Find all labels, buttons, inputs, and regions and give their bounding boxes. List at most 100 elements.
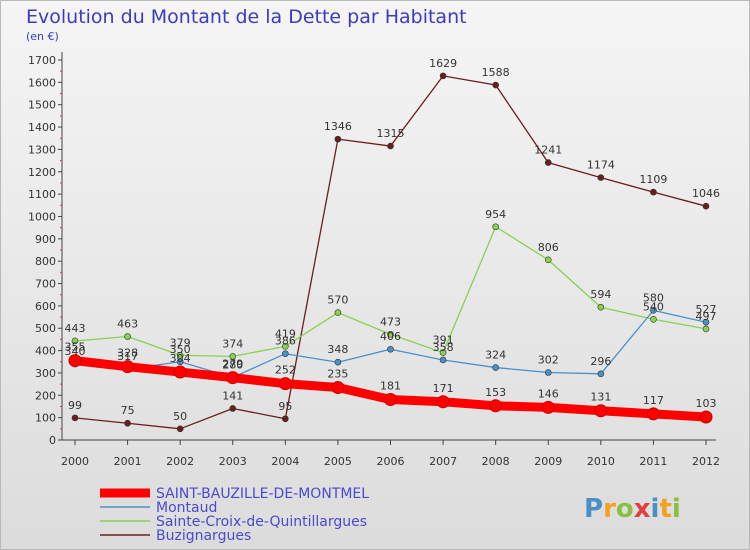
data-label: 1315 (377, 127, 405, 140)
data-label: 406 (380, 330, 401, 343)
data-point (597, 303, 605, 311)
data-labels: 99 75 50 141 95 1346 1315 1629 1588 1241 1174 1109 1… (65, 57, 721, 423)
legend: SAINT-BAUZILLE-DE-MONTMELMontaudSainte-C… (100, 486, 369, 544)
series-layer (68, 72, 713, 433)
x-tick-label: 2000 (61, 455, 89, 468)
y-tick-label: 1300 (28, 143, 56, 156)
y-tick-label: 800 (35, 255, 56, 268)
data-label: 527 (696, 303, 717, 316)
data-label: 391 (433, 334, 454, 347)
x-tick-label: 2002 (166, 455, 194, 468)
data-label: 280 (222, 358, 243, 371)
data-point (71, 414, 79, 422)
data-label: 1346 (324, 120, 352, 133)
y-tick-label: 1500 (28, 99, 56, 112)
data-point (124, 333, 131, 340)
data-label: 340 (65, 345, 86, 358)
data-point (282, 350, 289, 358)
data-label: 350 (170, 343, 191, 356)
data-point (387, 330, 394, 338)
y-tick-label: 1400 (28, 121, 56, 134)
y-tick-label: 1600 (28, 76, 56, 89)
axes: 0 100 200 300 400 500 600 700 800 900 1000 1100 1200… (28, 52, 720, 468)
data-point (492, 223, 499, 231)
data-label: 594 (590, 288, 611, 301)
data-label: 419 (275, 327, 296, 340)
data-label: 1629 (429, 57, 457, 70)
data-point (541, 400, 555, 414)
data-point (334, 358, 342, 366)
data-point (387, 142, 394, 150)
y-tick-label: 1100 (28, 188, 56, 201)
chart-subtitle: (en €) (26, 30, 59, 43)
data-point (176, 351, 184, 359)
data-label: 540 (643, 300, 664, 313)
legend-label: Montaud (156, 500, 217, 516)
y-tick-label: 300 (35, 367, 56, 380)
data-label: 463 (117, 318, 138, 331)
data-point (334, 135, 342, 143)
data-label: 279 (222, 358, 243, 371)
data-label: 117 (643, 394, 664, 407)
x-tick-label: 2003 (219, 455, 247, 468)
data-point (176, 358, 184, 366)
x-tick-label: 2010 (587, 455, 615, 468)
data-label: 95 (278, 400, 292, 413)
data-label: 75 (121, 404, 135, 417)
data-label: 328 (117, 347, 138, 360)
data-point (702, 318, 710, 326)
x-tick-label: 2009 (534, 455, 562, 468)
x-tick-label: 2007 (429, 455, 457, 468)
y-tick-label: 0 (49, 434, 56, 447)
y-tick-label: 1000 (28, 210, 56, 223)
data-point (384, 393, 397, 407)
data-label: 497 (696, 310, 717, 323)
data-label: 50 (173, 410, 187, 423)
data-label: 324 (485, 349, 506, 362)
y-tick-label: 500 (35, 322, 56, 335)
data-point (436, 395, 450, 409)
data-label: 358 (433, 341, 454, 354)
data-point (650, 307, 657, 314)
data-point (650, 315, 657, 323)
legend-label: SAINT-BAUZILLE-DE-MONTMEL (156, 486, 369, 502)
data-point (71, 337, 79, 345)
y-tick-label: 1200 (28, 166, 56, 179)
x-tick-label: 2008 (482, 455, 510, 468)
data-point (594, 404, 608, 418)
data-point (544, 256, 552, 264)
x-tick-label: 2012 (692, 455, 720, 468)
y-tick-label: 700 (35, 278, 56, 291)
data-point (597, 174, 605, 181)
y-tick-label: 200 (35, 389, 56, 402)
data-point (334, 309, 342, 316)
data-label: 1241 (534, 144, 562, 157)
svg-text:Proxiti: Proxiti (584, 494, 681, 524)
data-point (282, 343, 289, 350)
data-point (702, 202, 710, 210)
legend-label: Buzignargues (156, 528, 251, 544)
data-point (646, 407, 660, 421)
x-tick-label: 2004 (271, 455, 299, 468)
data-label: 103 (696, 397, 717, 410)
data-point (226, 371, 240, 385)
data-label: 302 (538, 353, 559, 366)
data-label: 570 (327, 294, 348, 307)
data-label: 386 (275, 335, 296, 348)
data-label: 374 (222, 337, 243, 350)
data-point (597, 370, 605, 378)
data-point (650, 188, 657, 196)
data-point (278, 377, 292, 391)
data-point (229, 405, 237, 412)
data-label: 1109 (639, 173, 667, 186)
y-tick-label: 900 (35, 233, 56, 246)
data-point (544, 369, 552, 376)
data-label: 443 (65, 322, 86, 335)
data-label: 181 (380, 380, 401, 393)
data-point (699, 410, 713, 424)
data-label: 1588 (482, 66, 510, 79)
data-point (489, 399, 503, 413)
y-tick-label: 1700 (28, 54, 56, 67)
data-label: 473 (380, 315, 401, 328)
